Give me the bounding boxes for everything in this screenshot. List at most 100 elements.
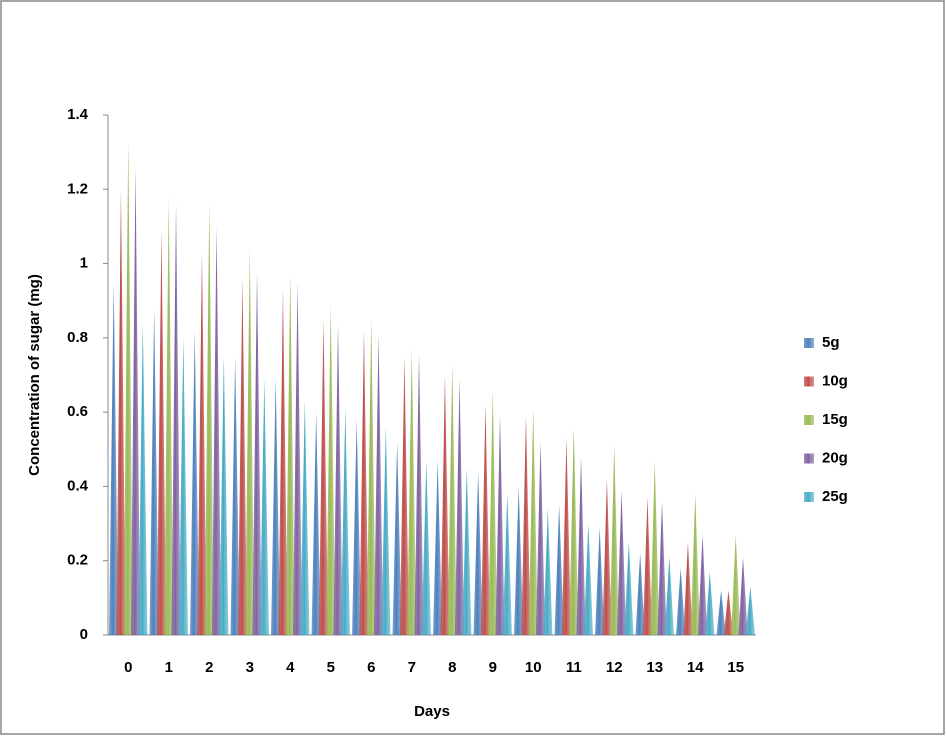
bar (690, 493, 700, 635)
bar (683, 542, 693, 635)
legend-swatch (804, 415, 814, 425)
bar (219, 356, 229, 635)
bar (211, 226, 222, 635)
x-tick-label: 11 (566, 659, 582, 676)
bar (340, 408, 350, 635)
bar (616, 490, 627, 635)
x-tick-label: 10 (525, 659, 542, 676)
bar (190, 330, 200, 635)
bar (602, 479, 612, 635)
bar (352, 419, 362, 635)
bar (488, 389, 498, 635)
bar (561, 438, 572, 635)
bar (373, 334, 384, 635)
bar (569, 427, 579, 635)
bar (278, 289, 288, 635)
bar (204, 204, 214, 635)
bar (495, 415, 505, 635)
bar (454, 378, 465, 635)
bar (583, 523, 593, 635)
bar (502, 493, 512, 635)
bar (535, 441, 546, 635)
bar (657, 501, 667, 635)
bar (311, 412, 321, 635)
bar (197, 252, 207, 635)
bar (723, 590, 734, 635)
bar (171, 204, 181, 635)
y-tick-label: 0.8 (67, 329, 88, 346)
bar (528, 408, 538, 635)
x-tick-label: 15 (727, 659, 744, 676)
bar (697, 534, 708, 635)
legend-swatch (804, 453, 814, 464)
bar (462, 467, 472, 635)
bar (149, 308, 159, 635)
bar (576, 456, 586, 635)
bar (745, 586, 755, 635)
x-tick-label: 13 (646, 659, 663, 676)
legend-label: 25g (822, 488, 848, 505)
bar (300, 401, 310, 635)
bar (292, 282, 303, 635)
bar (392, 441, 402, 635)
x-tick-label: 9 (489, 659, 497, 676)
bar (738, 557, 748, 635)
legend-label: 15g (822, 411, 848, 428)
x-tick-label: 5 (327, 659, 335, 676)
bar (407, 349, 417, 635)
bar (285, 274, 295, 635)
bar (123, 141, 133, 635)
bar (480, 404, 491, 635)
x-axis-title: Days (414, 703, 450, 720)
bar (433, 460, 443, 635)
bar (447, 363, 457, 635)
y-tick-label: 0 (80, 626, 88, 643)
bar (514, 486, 524, 635)
bar (731, 534, 741, 635)
bar (130, 167, 141, 635)
bar (230, 356, 240, 635)
bar (271, 378, 281, 635)
bar (245, 248, 255, 635)
x-tick-label: 6 (367, 659, 375, 676)
x-tick-label: 12 (606, 659, 623, 676)
bar (109, 282, 119, 635)
x-tick-label: 0 (124, 659, 132, 676)
bar (664, 557, 674, 635)
legend-label: 5g (822, 334, 840, 351)
y-tick-label: 1.4 (67, 106, 89, 123)
legend-swatch (804, 338, 814, 348)
bar (650, 460, 660, 635)
bar (595, 527, 605, 635)
bar (156, 230, 167, 635)
y-axis-title: Concentration of sugar (mg) (26, 274, 43, 476)
bar (178, 337, 188, 635)
bar (716, 590, 726, 635)
bar (381, 427, 391, 635)
y-tick-label: 0.4 (67, 477, 89, 494)
y-tick-label: 0.6 (67, 403, 88, 420)
legend-swatch (804, 492, 814, 502)
bar (473, 471, 483, 635)
legend-label: 10g (822, 372, 848, 389)
y-tick-label: 1.2 (67, 180, 88, 197)
bar (333, 323, 343, 635)
bar (624, 542, 634, 635)
bar (399, 356, 410, 635)
bar (543, 508, 553, 635)
bar (318, 319, 329, 635)
bar (421, 460, 431, 635)
bar (676, 568, 686, 635)
bar (259, 378, 269, 635)
bar (359, 330, 369, 635)
bar (237, 278, 248, 635)
x-tick-label: 4 (286, 659, 295, 676)
bar (440, 375, 450, 635)
x-tick-label: 1 (165, 659, 173, 676)
bar (326, 304, 336, 635)
bar (138, 323, 148, 635)
legend-label: 20g (822, 449, 848, 466)
bar (366, 319, 376, 635)
x-tick-label: 3 (246, 659, 254, 676)
bar (414, 352, 424, 635)
